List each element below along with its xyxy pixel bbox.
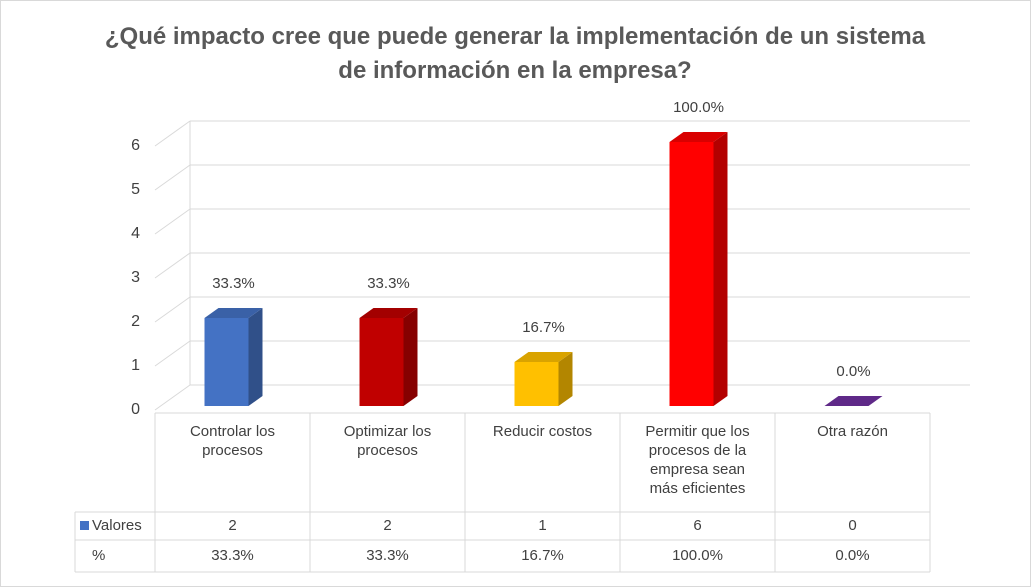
grid-line-side [154, 120, 191, 147]
table-value: 33.3% [211, 547, 254, 564]
grid-line-side [154, 384, 191, 411]
bar-top [514, 352, 573, 362]
table-value: 0.0% [835, 547, 870, 564]
bar-front [514, 362, 559, 406]
y-tick-label: 1 [131, 357, 140, 374]
grid-line-side [154, 296, 191, 323]
y-tick-label: 4 [131, 225, 140, 242]
y-tick-label: 6 [131, 137, 140, 154]
x-tick-label: Controlar los procesos [189, 423, 276, 459]
bar-front [359, 318, 404, 406]
table-value: 16.7% [521, 547, 564, 564]
bar-side [558, 352, 573, 406]
table-value: 1 [538, 517, 547, 534]
bar-top [824, 396, 883, 406]
bar-side [403, 308, 418, 406]
table-value: 100.0% [672, 547, 723, 564]
grid-line-side [154, 252, 191, 279]
y-tick-label: 5 [131, 181, 140, 198]
grid-line-side [154, 164, 191, 191]
y-tick-label: 3 [131, 269, 140, 286]
x-tick-label: Permitir que los procesos de la empresa … [645, 423, 750, 497]
bar-top [669, 132, 728, 142]
x-tick-label: Otra razón [817, 423, 888, 440]
legend-label: Valores [92, 517, 142, 534]
legend-key [80, 521, 89, 530]
y-tick-label: 2 [131, 313, 140, 330]
bar-top [359, 308, 418, 318]
data-label: 100.0% [673, 99, 724, 116]
table-value: 2 [228, 517, 237, 534]
data-label: 16.7% [522, 319, 565, 336]
bar-front [204, 318, 249, 406]
bar-front [669, 142, 714, 406]
data-label: 33.3% [212, 275, 255, 292]
table-value: 6 [693, 517, 702, 534]
y-tick-label: 0 [131, 401, 140, 418]
x-tick-label: Optimizar los procesos [343, 423, 432, 459]
table-value: 0 [848, 517, 857, 534]
data-label: 33.3% [367, 275, 410, 292]
bar-side [713, 132, 728, 406]
table-value: 2 [383, 517, 392, 534]
x-tick-label: Reducir costos [492, 423, 593, 440]
table-value: 33.3% [366, 547, 409, 564]
legend-label: % [92, 547, 106, 564]
grid-line-side [154, 340, 191, 367]
bar-side [248, 308, 263, 406]
grid-line-side [154, 208, 191, 235]
bar-top [204, 308, 263, 318]
chart-title: ¿Qué impacto cree que puede generar la i… [104, 23, 926, 84]
data-label: 0.0% [836, 363, 871, 380]
